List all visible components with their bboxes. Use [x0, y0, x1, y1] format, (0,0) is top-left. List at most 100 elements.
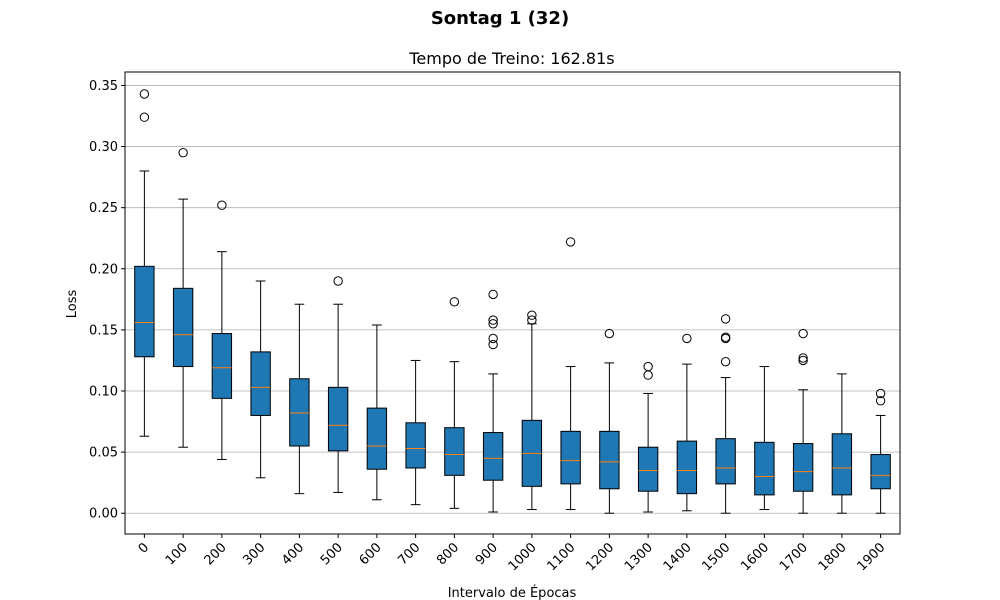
box-group: [289, 303, 310, 495]
x-tick-label: 0: [136, 540, 152, 556]
outlier-point: [488, 319, 498, 329]
outlier-point: [720, 314, 731, 324]
box-group: [831, 373, 853, 514]
outlier-point: [488, 315, 498, 325]
box: [172, 287, 194, 368]
box: [870, 454, 891, 490]
x-tick-label: 800: [434, 540, 462, 568]
outlier-point: [798, 353, 808, 363]
box: [831, 433, 853, 496]
outlier-point: [798, 355, 808, 366]
y-tick-label: 0.05: [89, 446, 118, 461]
y-tick-label: 0.35: [89, 79, 118, 94]
x-axis-label: Intervalo de Épocas: [448, 585, 577, 600]
outlier-point: [720, 333, 731, 344]
box-group: [599, 328, 620, 514]
box-group: [366, 324, 388, 501]
outlier-point: [488, 333, 498, 344]
box-group: [172, 147, 194, 448]
x-tick-label: 100: [163, 540, 191, 568]
box-group: [792, 328, 814, 514]
outlier-point: [604, 328, 615, 339]
outlier-point: [565, 237, 576, 247]
x-tick-label: 1400: [661, 540, 695, 574]
outlier-point: [139, 112, 150, 122]
box-group: [482, 289, 504, 513]
box-group: [521, 310, 543, 511]
axes-frame: [124, 71, 901, 535]
x-tick-label: 1800: [816, 540, 850, 574]
outlier-point: [139, 89, 150, 99]
x-tick-label: 1900: [854, 540, 888, 574]
plot-area: [134, 89, 891, 514]
box: [327, 386, 349, 452]
outlier-point: [488, 289, 498, 300]
outlier-point: [798, 328, 808, 339]
figure-suptitle: Sontag 1 (32): [430, 8, 570, 29]
x-tick-label: 200: [202, 540, 230, 568]
box-group: [676, 333, 698, 512]
x-tick-label: 700: [395, 540, 423, 568]
box-group: [327, 276, 349, 493]
x-tick-label: 600: [357, 540, 385, 568]
y-tick-label: 0.20: [89, 262, 118, 277]
box: [754, 441, 775, 496]
outlier-point: [643, 361, 653, 372]
box: [250, 351, 271, 416]
box-group: [754, 366, 775, 511]
box: [715, 438, 736, 485]
grid-lines: [125, 85, 900, 514]
y-tick-label: 0.10: [89, 385, 118, 400]
outlier-point: [875, 396, 886, 406]
box: [211, 333, 233, 399]
box-group: [444, 297, 465, 509]
x-tick-label: 1600: [738, 540, 772, 574]
x-tick-label: 1300: [622, 540, 656, 574]
x-tick-label: 1700: [777, 540, 811, 574]
outlier-point: [217, 200, 227, 210]
box: [792, 443, 814, 492]
box: [560, 430, 581, 485]
chart-title: Tempo de Treino: 162.81s: [408, 49, 614, 68]
x-tick-label: 900: [473, 540, 501, 568]
y-tick-label: 0.25: [89, 201, 118, 216]
outlier-point: [527, 315, 537, 325]
outlier-point: [333, 276, 343, 286]
box-group: [870, 388, 891, 514]
box-group: [405, 359, 426, 506]
box-group: [134, 89, 155, 437]
x-axis: 0 100 200 300 400 500 600 700 800 900 1000 1100 1200…: [136, 534, 888, 574]
outlier-point: [875, 388, 886, 399]
box: [637, 446, 659, 492]
box-group: [560, 237, 581, 511]
outlier-point: [527, 310, 537, 320]
outlier-point: [682, 333, 692, 344]
outlier-point: [488, 339, 498, 350]
y-tick-label: 0.30: [89, 140, 118, 155]
x-tick-label: 1500: [699, 540, 733, 574]
y-tick-label: 0.00: [89, 507, 118, 522]
y-axis: 0.00 0.05 0.10 0.15 0.20 0.25 0.30 0.35: [89, 79, 125, 522]
box-group: [637, 361, 659, 513]
box: [676, 440, 698, 495]
x-tick-label: 400: [279, 540, 307, 568]
box: [366, 407, 388, 470]
box: [134, 265, 155, 358]
box: [482, 432, 504, 481]
box: [405, 422, 426, 469]
box-group: [250, 280, 271, 479]
outlier-point: [643, 370, 653, 380]
y-axis-label: Loss: [65, 290, 80, 319]
outlier-point: [178, 147, 188, 158]
y-tick-label: 0.15: [89, 323, 118, 338]
box-group: [715, 314, 736, 514]
x-tick-label: 1200: [583, 540, 617, 574]
box: [289, 378, 310, 447]
outlier-point: [720, 356, 731, 367]
x-tick-label: 1000: [506, 540, 540, 574]
x-tick-label: 500: [318, 540, 346, 568]
x-tick-label: 300: [240, 540, 268, 568]
box: [599, 430, 620, 490]
x-tick-label: 1100: [544, 540, 578, 574]
